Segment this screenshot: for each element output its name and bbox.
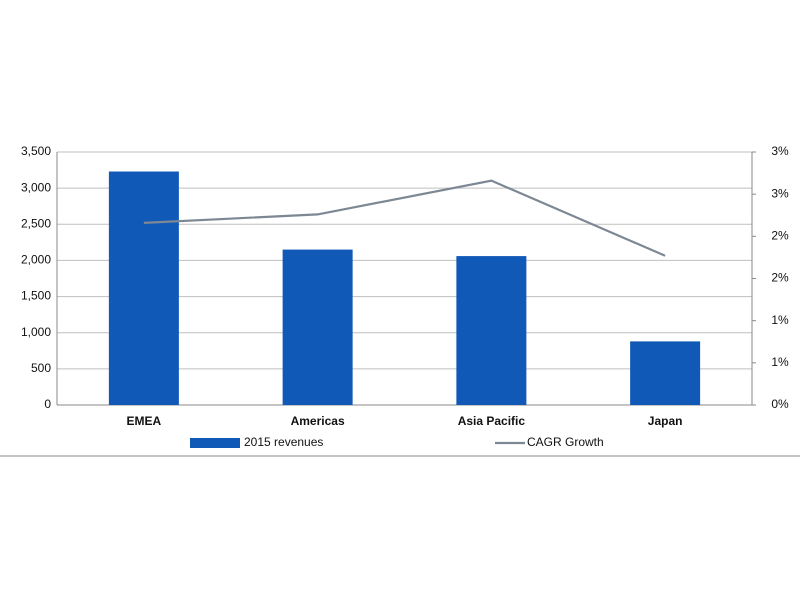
y-tick-label: 2,000 <box>21 253 51 267</box>
y2-tick-label: 0% <box>771 397 789 411</box>
y-tick-label: 2,500 <box>21 216 51 230</box>
y-tick-label: 1,500 <box>21 289 51 303</box>
legend-swatch <box>190 438 240 448</box>
bar <box>630 341 701 405</box>
x-tick-label: Asia Pacific <box>458 414 526 428</box>
x-tick-label: Japan <box>648 414 683 428</box>
y2-tick-label: 2% <box>771 229 789 243</box>
legend-label: CAGR Growth <box>527 435 604 449</box>
y2-tick-label: 3% <box>771 144 789 158</box>
y2-tick-label: 2% <box>771 271 789 285</box>
y2-tick-label: 1% <box>771 313 789 327</box>
y2-tick-label: 1% <box>771 355 789 369</box>
y-tick-label: 0 <box>44 397 51 411</box>
bar <box>282 249 353 405</box>
bar <box>456 256 527 405</box>
line <box>143 179 666 257</box>
y-tick-label: 1,000 <box>21 325 51 339</box>
x-tick-label: Americas <box>291 414 345 428</box>
y2-tick-label: 3% <box>771 186 789 200</box>
x-tick-label: EMEA <box>127 414 162 428</box>
legend-label: 2015 revenues <box>244 435 323 449</box>
y-tick-label: 3,000 <box>21 180 51 194</box>
bar <box>108 171 179 405</box>
y-tick-label: 3,500 <box>21 144 51 158</box>
y-tick-label: 500 <box>31 361 51 375</box>
